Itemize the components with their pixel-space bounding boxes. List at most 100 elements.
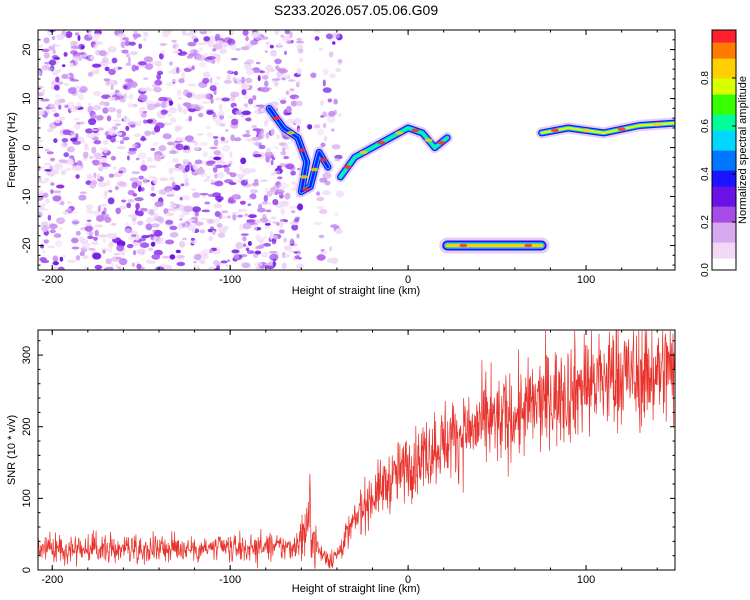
- noise-speckle: [67, 87, 77, 95]
- noise-speckle: [243, 103, 249, 108]
- noise-speckle: [94, 229, 99, 237]
- noise-speckle: [107, 107, 117, 113]
- noise-speckle: [54, 84, 60, 91]
- noise-speckle: [100, 213, 110, 219]
- noise-speckle: [321, 190, 331, 196]
- noise-speckle: [49, 223, 58, 230]
- noise-speckle: [114, 123, 121, 127]
- noise-speckle: [274, 192, 278, 195]
- colorbar-step: [712, 254, 736, 259]
- colorbar-step: [712, 238, 736, 243]
- noise-speckle: [156, 73, 162, 80]
- noise-speckle: [283, 219, 289, 223]
- noise-speckle: [289, 250, 295, 253]
- colorbar-step: [712, 98, 736, 103]
- noise-speckle: [87, 102, 92, 106]
- colorbar-step: [712, 62, 736, 67]
- colorbar-step: [712, 50, 736, 55]
- colorbar-step: [712, 222, 736, 227]
- noise-speckle: [71, 219, 80, 225]
- colorbar-step: [712, 126, 736, 131]
- noise-speckle: [166, 193, 175, 197]
- noise-speckle: [48, 45, 55, 51]
- colorbar-step: [712, 178, 736, 183]
- xtick-label: 0: [405, 274, 411, 286]
- noise-speckle: [281, 74, 291, 77]
- noise-speckle: [102, 147, 109, 154]
- noise-speckle: [271, 78, 281, 81]
- noise-speckle: [214, 180, 224, 187]
- noise-speckle: [65, 31, 73, 39]
- noise-speckle: [115, 256, 122, 260]
- noise-speckle: [275, 189, 285, 195]
- noise-speckle: [63, 52, 68, 57]
- noise-speckle: [286, 118, 296, 125]
- noise-speckle: [257, 207, 266, 213]
- noise-speckle: [188, 115, 192, 122]
- noise-speckle: [245, 213, 249, 217]
- colorbar-step: [712, 86, 736, 91]
- noise-speckle: [141, 235, 150, 239]
- noise-speckle: [214, 82, 219, 86]
- noise-speckle: [264, 263, 273, 266]
- noise-speckle: [247, 203, 252, 206]
- noise-speckle: [182, 173, 188, 178]
- noise-speckle: [61, 73, 69, 80]
- noise-speckle: [296, 37, 303, 42]
- noise-speckle: [92, 104, 102, 111]
- noise-speckle: [189, 30, 198, 35]
- noise-speckle: [323, 122, 327, 129]
- noise-speckle: [158, 114, 166, 119]
- colorbar-step: [712, 90, 736, 95]
- noise-speckle: [220, 260, 228, 264]
- noise-speckle: [252, 128, 262, 132]
- noise-speckle: [217, 232, 225, 238]
- noise-speckle: [168, 113, 172, 117]
- noise-speckle: [258, 237, 265, 244]
- noise-speckle: [124, 228, 132, 233]
- colorbar-step: [712, 226, 736, 231]
- noise-speckle: [214, 173, 218, 179]
- noise-speckle: [52, 190, 62, 194]
- noise-speckle: [119, 140, 125, 145]
- noise-speckle: [212, 117, 216, 122]
- colorbar-step: [712, 114, 736, 119]
- colorbar-step: [712, 206, 736, 211]
- noise-speckle: [258, 144, 266, 150]
- noise-speckle: [67, 158, 75, 166]
- noise-speckle: [88, 31, 93, 38]
- noise-speckle: [216, 76, 221, 80]
- noise-speckle: [127, 189, 135, 196]
- noise-speckle: [242, 134, 251, 138]
- noise-speckle: [209, 77, 213, 84]
- noise-speckle: [169, 204, 177, 208]
- noise-speckle: [272, 260, 276, 267]
- noise-speckle: [186, 218, 195, 222]
- colorbar-step: [712, 182, 736, 187]
- noise-speckle: [182, 223, 186, 228]
- noise-speckle: [155, 122, 165, 129]
- noise-speckle: [200, 217, 209, 221]
- noise-speckle: [274, 30, 280, 36]
- noise-speckle: [216, 57, 220, 64]
- noise-speckle: [276, 165, 282, 169]
- noise-speckle: [218, 103, 223, 111]
- noise-speckle: [176, 261, 186, 267]
- noise-speckle: [313, 222, 322, 226]
- noise-speckle: [58, 227, 63, 231]
- colorbar-step: [712, 130, 736, 135]
- colorbar-step: [712, 262, 736, 267]
- noise-speckle: [235, 110, 242, 115]
- noise-speckle: [96, 115, 104, 121]
- spectrogram-xlabel: Height of straight line (km): [292, 285, 420, 297]
- noise-speckle: [277, 176, 283, 180]
- noise-speckle: [210, 52, 216, 57]
- noise-speckle: [168, 106, 177, 114]
- noise-speckle: [110, 84, 114, 91]
- noise-speckle: [281, 77, 286, 81]
- noise-speckle: [130, 51, 139, 56]
- noise-speckle: [158, 237, 165, 242]
- noise-speckle: [78, 194, 87, 201]
- noise-speckle: [167, 258, 171, 262]
- noise-speckle: [240, 46, 250, 51]
